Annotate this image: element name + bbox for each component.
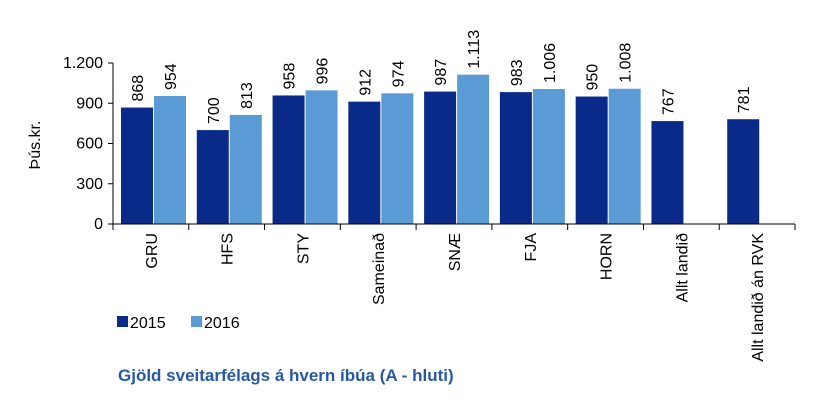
bar	[196, 130, 229, 224]
bar	[229, 114, 262, 224]
bar	[608, 88, 641, 224]
x-tick-label: GRU	[144, 233, 161, 269]
x-tick-label: STY	[295, 233, 312, 264]
y-axis-label: Þús.kr.	[27, 121, 44, 170]
y-tick-label: 0	[94, 216, 103, 233]
x-tick-label: SNÆ	[447, 233, 464, 271]
value-label: 700	[206, 97, 223, 124]
bar	[651, 121, 684, 224]
legend-label: 2015	[130, 315, 166, 332]
legend-swatch	[191, 316, 202, 327]
legend-label: 2016	[204, 315, 240, 332]
x-tick-label: FJA	[523, 233, 540, 262]
y-tick-label: 900	[76, 95, 103, 112]
value-label: 912	[357, 69, 374, 96]
value-label: 987	[433, 59, 450, 86]
bar	[727, 119, 760, 224]
value-label: 950	[585, 64, 602, 91]
x-tick-label: Allt landið án RVK	[750, 233, 767, 362]
bar	[272, 95, 305, 225]
bar	[381, 93, 414, 225]
bar	[154, 96, 186, 224]
y-tick-label: 1.200	[63, 55, 103, 72]
value-label: 813	[239, 82, 256, 109]
value-label: 958	[282, 63, 299, 90]
bar	[305, 90, 338, 225]
bar	[575, 96, 608, 224]
bar	[121, 107, 153, 224]
value-label: 996	[315, 58, 332, 85]
value-label: 974	[390, 61, 407, 88]
bar	[499, 92, 532, 224]
bar	[424, 91, 457, 224]
bar	[457, 74, 490, 224]
x-tick-label: HFS	[220, 233, 237, 265]
value-label: 767	[660, 88, 677, 115]
y-tick-label: 300	[76, 176, 103, 193]
bar	[348, 101, 381, 224]
value-label: 954	[163, 63, 180, 90]
bar	[532, 89, 565, 224]
value-label: 983	[509, 59, 526, 86]
chart-title: Gjöld sveitarfélags á hvern íbúa (A - hl…	[118, 366, 454, 385]
legend-swatch	[117, 316, 128, 327]
x-tick-label: Sameinað	[371, 233, 388, 305]
x-tick-label: Allt landið	[674, 233, 691, 302]
value-label: 868	[130, 75, 147, 102]
x-tick-label: HORN	[599, 233, 616, 280]
y-tick-label: 600	[76, 136, 103, 153]
value-label: 1.113	[466, 30, 483, 69]
value-label: 1.006	[542, 43, 559, 83]
value-label: 1.008	[618, 43, 635, 83]
value-label: 781	[736, 86, 753, 113]
